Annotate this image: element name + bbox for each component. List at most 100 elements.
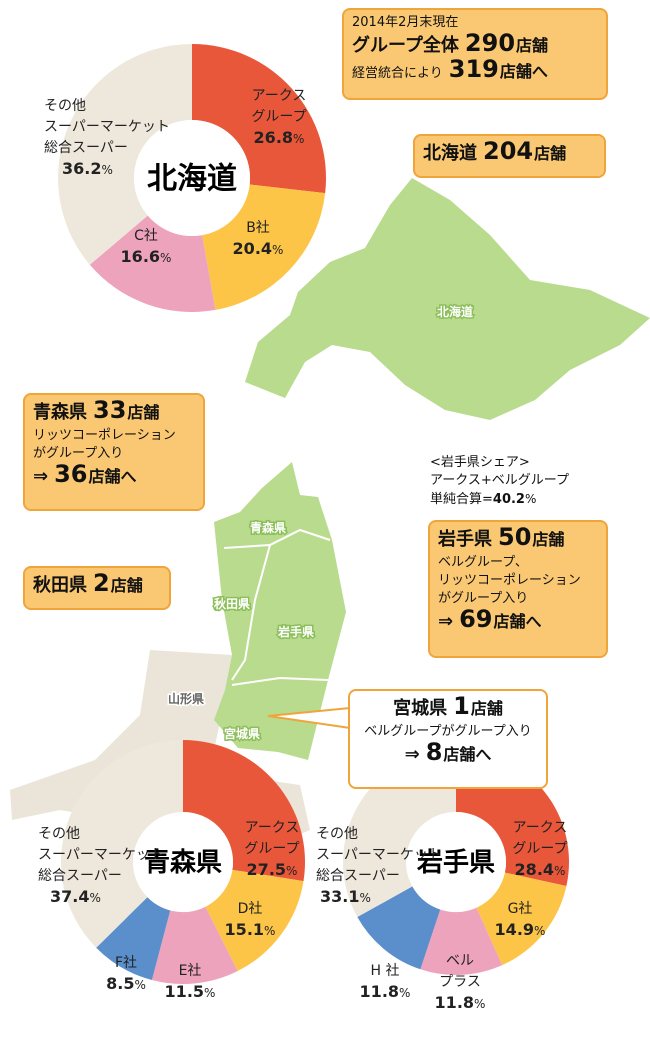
callout-text: ⇒ xyxy=(404,744,420,765)
map-label: 秋田県 xyxy=(214,596,250,611)
value-number: 8.5 xyxy=(106,974,134,993)
slice-label: アークスグループ xyxy=(512,820,567,857)
value-unit: % xyxy=(89,891,100,905)
value-unit: % xyxy=(399,986,410,1000)
border xyxy=(231,544,271,681)
value-label: 14.9% xyxy=(495,920,546,939)
callout-text: リッツコーポレーション xyxy=(438,573,581,588)
value-number: 11.5 xyxy=(165,982,204,1001)
callout-text: グループ全体 xyxy=(352,35,459,56)
value-unit: % xyxy=(101,163,112,177)
callout-text: リッツコーポレーション xyxy=(33,428,176,443)
slice-label: アークスグループ xyxy=(251,88,306,125)
slice-label-line: グループ xyxy=(251,109,306,125)
callout-text: ⇒ xyxy=(33,466,49,487)
callout-text: % xyxy=(524,492,537,506)
callout: 2014年2月末現在 グループ全体 290店舗 経営統合により 319店舗へ xyxy=(342,8,608,100)
pie-slice xyxy=(202,184,326,310)
slice-label-line: D社 xyxy=(238,901,263,917)
slice-label: H 社 xyxy=(371,963,400,979)
value-unit: % xyxy=(160,251,171,265)
callout-text: 319 xyxy=(448,55,499,83)
value-number: 28.4 xyxy=(515,860,554,879)
callout-text: 秋田県 xyxy=(33,575,87,596)
slice-label: D社 xyxy=(238,901,263,917)
slice-label: G社 xyxy=(508,901,533,917)
slice-label-line: スーパーマーケット xyxy=(44,119,170,135)
map-label: 岩手県 xyxy=(277,624,314,639)
pie-slice xyxy=(57,44,192,265)
value-number: 15.1 xyxy=(225,920,264,939)
callout-line: ⇒ 69店舗へ xyxy=(438,607,598,636)
value-label: 16.6% xyxy=(121,247,172,266)
slice-label: アークスグループ xyxy=(244,820,299,857)
pie-slice xyxy=(60,739,183,948)
value-unit: % xyxy=(264,924,275,938)
slice-label-line: F社 xyxy=(115,955,137,971)
callout-line: グループ全体 290店舗 xyxy=(352,29,598,60)
callout-line: ⇒ 36店舗へ xyxy=(33,462,195,491)
slice-label-line: プラス xyxy=(439,974,481,990)
callout-text: 店舗へ xyxy=(443,745,492,764)
slice-label-line: アークス xyxy=(513,820,568,836)
callout-text: 店舗 xyxy=(534,144,567,163)
callout-line: 秋田県 2店舗 xyxy=(33,569,161,600)
pie-hole xyxy=(406,812,506,912)
callout-line: 経営統合により 319店舗へ xyxy=(352,57,598,83)
callout-line: 青森県 33店舗 xyxy=(33,398,195,427)
callout-text: 店舗 xyxy=(516,36,549,55)
value-unit: % xyxy=(554,864,565,878)
callout-text: ⇒ xyxy=(438,611,454,632)
slice-label-line: H 社 xyxy=(371,963,400,979)
slice-label-line: その他 xyxy=(38,826,80,842)
callout-text: ベルグループ、 xyxy=(438,555,528,570)
callout-line: 北海道 204店舗 xyxy=(423,137,596,168)
callout-line: アークス+ベルグループ xyxy=(430,472,610,490)
value-label: 11.8% xyxy=(435,993,486,1012)
slice-label-line: G社 xyxy=(508,901,533,917)
value-unit: % xyxy=(293,132,304,146)
border xyxy=(231,676,329,686)
slice-label-line: スーパーマーケット xyxy=(38,847,164,863)
value-label: 8.5% xyxy=(106,974,146,993)
value-unit: % xyxy=(534,924,545,938)
callout-line: ベルグループ、 xyxy=(438,554,598,572)
slice-label-line: B社 xyxy=(246,220,270,236)
pie-title: 岩手県 xyxy=(416,848,495,878)
callout-text: <岩手県シェア> xyxy=(430,455,530,470)
callout-text: 204 xyxy=(483,137,534,165)
slice-label-line: アークス xyxy=(245,820,300,836)
callout: 宮城県 1店舗 ベルグループがグループ入り ⇒ 8店舗へ xyxy=(348,689,548,789)
value-number: 36.2 xyxy=(62,159,101,178)
callout-text: 店舗 xyxy=(127,403,160,422)
value-number: 20.4 xyxy=(233,239,272,258)
pie-title: 北海道 xyxy=(147,162,237,197)
pie-slice xyxy=(183,740,306,882)
callout-text: 290 xyxy=(464,29,516,57)
pie-hole xyxy=(133,812,233,912)
callout: <岩手県シェア> アークス+ベルグループ 単純合算=40.2% xyxy=(430,454,610,516)
callout-line: 岩手県 50店舗 xyxy=(438,525,598,554)
map-label: 北海道 xyxy=(437,304,473,319)
callout-text: 2 xyxy=(93,569,110,597)
callout-text: がグループ入り xyxy=(438,591,529,606)
callout: 北海道 204店舗 xyxy=(413,134,606,178)
callout-line: <岩手県シェア> xyxy=(430,454,610,472)
value-label: 33.1% xyxy=(320,887,371,906)
callout-text: 経営統合により xyxy=(352,66,443,81)
slice-label-line: その他 xyxy=(44,98,86,114)
callout-text: 2014年2月末現在 xyxy=(352,15,459,30)
callout-line: ベルグループがグループ入り xyxy=(358,723,538,741)
pie-slice xyxy=(96,897,171,980)
value-number: 37.4 xyxy=(50,887,89,906)
callout-text: 店舗へ xyxy=(493,612,542,631)
callout-line: 単純合算=40.2% xyxy=(430,490,610,509)
slice-label-line: E社 xyxy=(179,963,202,979)
value-number: 26.8 xyxy=(254,128,293,147)
slice-label-line: グループ xyxy=(244,841,299,857)
value-label: 15.1% xyxy=(225,920,276,939)
callout-text: 1 xyxy=(453,692,470,720)
value-unit: % xyxy=(272,243,283,257)
